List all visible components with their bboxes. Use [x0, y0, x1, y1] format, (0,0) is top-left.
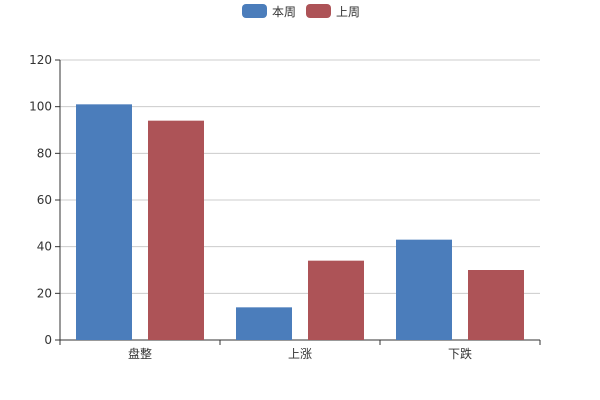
bar-this-week[interactable] [76, 104, 132, 340]
bar-last-week[interactable] [148, 120, 204, 341]
grid-lines [60, 59, 540, 294]
y-tick-label: 40 [37, 240, 52, 254]
bar-this-week[interactable] [236, 307, 292, 340]
legend-label: 上周 [336, 5, 360, 19]
x-tick-label: 下跌 [448, 346, 472, 361]
y-tick-label: 0 [44, 333, 52, 347]
bar-this-week[interactable] [396, 239, 452, 340]
y-tick-label: 20 [37, 286, 52, 300]
y-tick-label: 60 [37, 193, 52, 207]
y-tick-label: 100 [29, 100, 52, 114]
x-tick-label: 上涨 [288, 346, 312, 361]
bars [76, 104, 524, 341]
bar-last-week[interactable] [468, 270, 524, 340]
legend-label: 本周 [272, 5, 296, 19]
bar-last-week[interactable] [308, 260, 364, 340]
y-tick-label: 80 [37, 146, 52, 160]
x-tick-label: 盘整 [128, 346, 152, 361]
legend-swatch [242, 4, 267, 18]
legend-item[interactable]: 上周 [306, 4, 360, 19]
legend[interactable]: 本周 上周 [242, 4, 360, 19]
x-axis: 盘整 上涨 下跌 [59, 339, 541, 361]
legend-item[interactable]: 本周 [242, 4, 296, 19]
legend-swatch [306, 4, 331, 18]
y-axis: 0 20 40 60 80 100 120 [29, 53, 61, 347]
y-tick-label: 120 [29, 53, 52, 67]
